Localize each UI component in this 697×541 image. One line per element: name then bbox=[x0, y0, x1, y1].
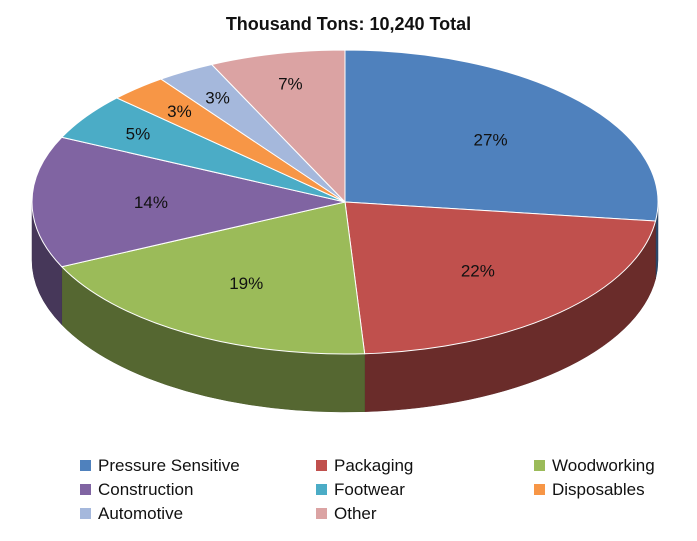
legend-swatch bbox=[316, 508, 327, 519]
legend-swatch bbox=[316, 460, 327, 471]
data-label-automotive: 3% bbox=[205, 88, 230, 107]
legend-item-woodworking: Woodworking bbox=[534, 454, 694, 477]
legend-item-pressure-sensitive: Pressure Sensitive bbox=[80, 454, 316, 477]
data-label-other: 7% bbox=[278, 74, 303, 93]
legend-item-packaging: Packaging bbox=[316, 454, 534, 477]
data-label-construction: 14% bbox=[134, 193, 168, 212]
legend-swatch bbox=[316, 484, 327, 495]
legend-item-construction: Construction bbox=[80, 478, 316, 501]
chart-title: Thousand Tons: 10,240 Total bbox=[225, 14, 472, 34]
legend-label: Construction bbox=[98, 479, 194, 499]
legend-label: Disposables bbox=[552, 479, 645, 499]
legend-item-automotive: Automotive bbox=[80, 502, 316, 525]
legend-label: Other bbox=[334, 503, 377, 523]
pie-slice-woodworking bbox=[60, 201, 366, 355]
data-label-footwear: 5% bbox=[126, 125, 151, 144]
legend-label: Footwear bbox=[334, 479, 405, 499]
pie-slice-packaging bbox=[344, 201, 657, 355]
legend-swatch bbox=[80, 484, 91, 495]
data-label-pressure-sensitive: 27% bbox=[474, 131, 508, 150]
legend-label: Packaging bbox=[334, 455, 414, 475]
legend-swatch bbox=[534, 484, 545, 495]
pie-chart: 27% 22% 19% 14% 5% 3% 3% 7% bbox=[31, 49, 659, 413]
legend-item-footwear: Footwear bbox=[316, 478, 534, 501]
data-label-packaging: 22% bbox=[461, 262, 495, 281]
legend-swatch bbox=[534, 460, 545, 471]
data-label-disposables: 3% bbox=[167, 102, 192, 121]
legend-swatch bbox=[80, 508, 91, 519]
pie-slice-other bbox=[210, 49, 346, 204]
legend-item-disposables: Disposables bbox=[534, 478, 694, 501]
legend-label: Automotive bbox=[98, 503, 184, 523]
legend-label: Pressure Sensitive bbox=[98, 455, 240, 475]
pie-slice-construction bbox=[31, 136, 346, 268]
legend-item-other: Other bbox=[316, 502, 534, 525]
pie-slice-pressure-sensitive bbox=[344, 49, 659, 222]
legend-label: Woodworking bbox=[552, 455, 655, 475]
legend-swatch bbox=[80, 460, 91, 471]
data-label-woodworking: 19% bbox=[229, 274, 263, 293]
chart-legend: Pressure Sensitive Packaging Woodworking Co… bbox=[80, 454, 690, 525]
